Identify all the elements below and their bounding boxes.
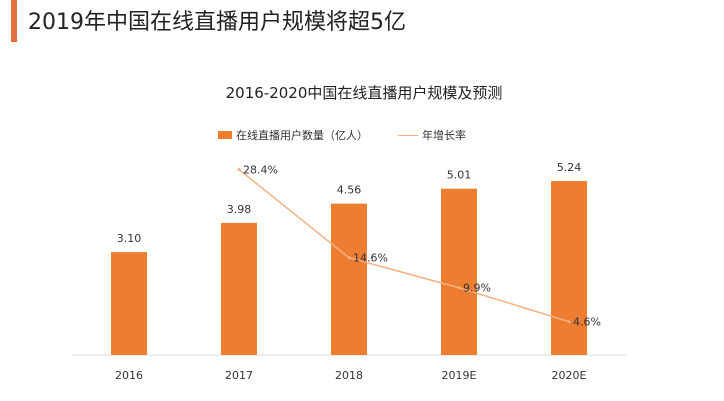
x-tick-2018: 2018 bbox=[335, 369, 363, 382]
legend-bar-swatch bbox=[218, 131, 232, 139]
bar-2020E bbox=[551, 181, 587, 355]
growth-label-2019E: 9.9% bbox=[463, 282, 491, 295]
growth-label-2020E: 4.6% bbox=[573, 316, 601, 329]
bar-label-2017: 3.98 bbox=[227, 203, 252, 216]
bar-2016 bbox=[111, 252, 147, 355]
chart-title: 2016-2020中国在线直播用户规模及预测 bbox=[225, 84, 503, 102]
growth-point-2018 bbox=[347, 256, 351, 260]
growth-point-2019E bbox=[457, 286, 461, 290]
bar-label-2020E: 5.24 bbox=[557, 161, 582, 174]
growth-point-2020E bbox=[567, 320, 571, 324]
bar-2018 bbox=[331, 203, 367, 355]
legend-line-label: 年增长率 bbox=[422, 129, 466, 142]
growth-rate-line bbox=[238, 168, 570, 323]
bar-label-2016: 3.10 bbox=[117, 232, 142, 245]
legend-bar-label: 在线直播用户数量（亿人） bbox=[236, 129, 368, 142]
x-tick-2020E: 2020E bbox=[552, 369, 587, 382]
title-accent-bar bbox=[11, 0, 17, 42]
x-tick-2017: 2017 bbox=[225, 369, 253, 382]
bar-2019E bbox=[441, 188, 477, 355]
x-tick-2019E: 2019E bbox=[442, 369, 477, 382]
page-title: 2019年中国在线直播用户规模将超5亿 bbox=[28, 10, 406, 35]
bar-2017 bbox=[221, 222, 257, 355]
x-tick-2016: 2016 bbox=[115, 369, 143, 382]
legend: 在线直播用户数量（亿人） 年增长率 bbox=[218, 127, 466, 143]
growth-point-2017 bbox=[237, 168, 241, 172]
growth-label-2018: 14.6% bbox=[353, 252, 388, 265]
growth-label-2017: 28.4% bbox=[243, 164, 278, 177]
bar-label-2019E: 5.01 bbox=[447, 169, 472, 182]
bar-label-2018: 4.56 bbox=[337, 184, 362, 197]
legend-line-swatch bbox=[398, 134, 418, 136]
